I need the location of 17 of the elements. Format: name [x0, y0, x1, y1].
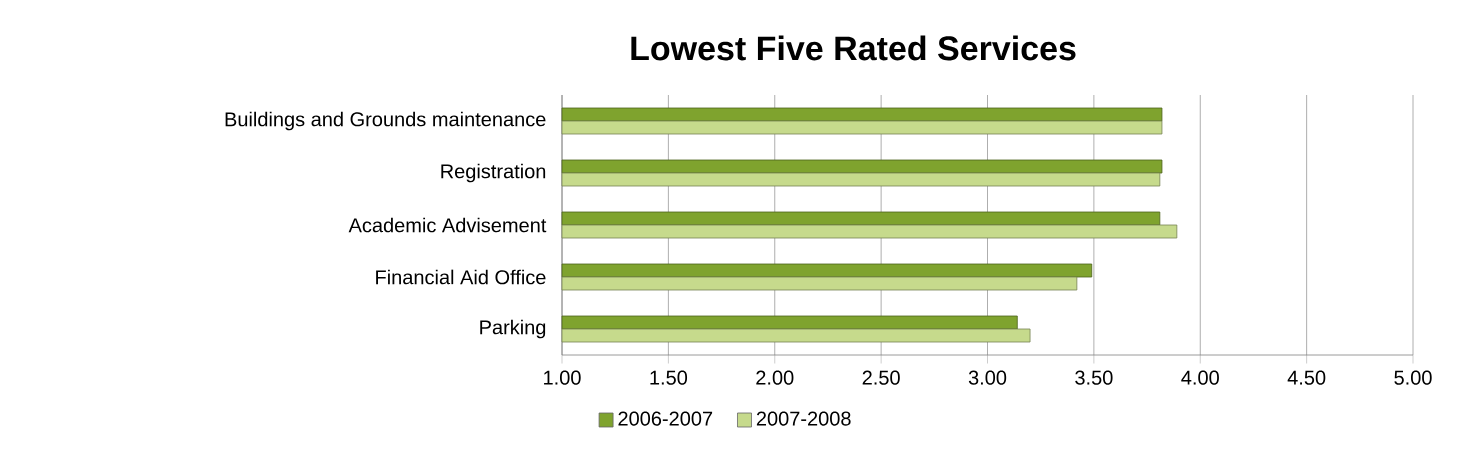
- chart-title: Lowest Five Rated Services: [631, 35, 1076, 61]
- y-tick-label: Registration: [441, 163, 546, 183]
- x-tick-label: 1.50: [650, 370, 688, 385]
- y-tick-label: Parking: [480, 319, 546, 339]
- x-tick-label: 5.00: [1394, 370, 1432, 385]
- x-tick-label: 2.00: [756, 370, 794, 385]
- x-tick-label: 4.50: [1287, 370, 1326, 385]
- y-tick-label: Financial Aid Office: [376, 269, 546, 285]
- x-tick-label: 3.00: [968, 370, 1007, 385]
- y-tick-label: Buildings and Grounds maintenance: [225, 111, 546, 131]
- x-tick-label: 3.50: [1075, 370, 1113, 385]
- legend-label: 2007-2008: [756, 411, 851, 426]
- x-tick-label: 4.00: [1181, 370, 1219, 385]
- x-tick-label: 2.50: [862, 370, 900, 385]
- legend-label: 2006-2007: [618, 411, 713, 426]
- y-tick-label: Academic Advisement: [348, 217, 547, 233]
- x-tick-label: 1.00: [544, 370, 581, 385]
